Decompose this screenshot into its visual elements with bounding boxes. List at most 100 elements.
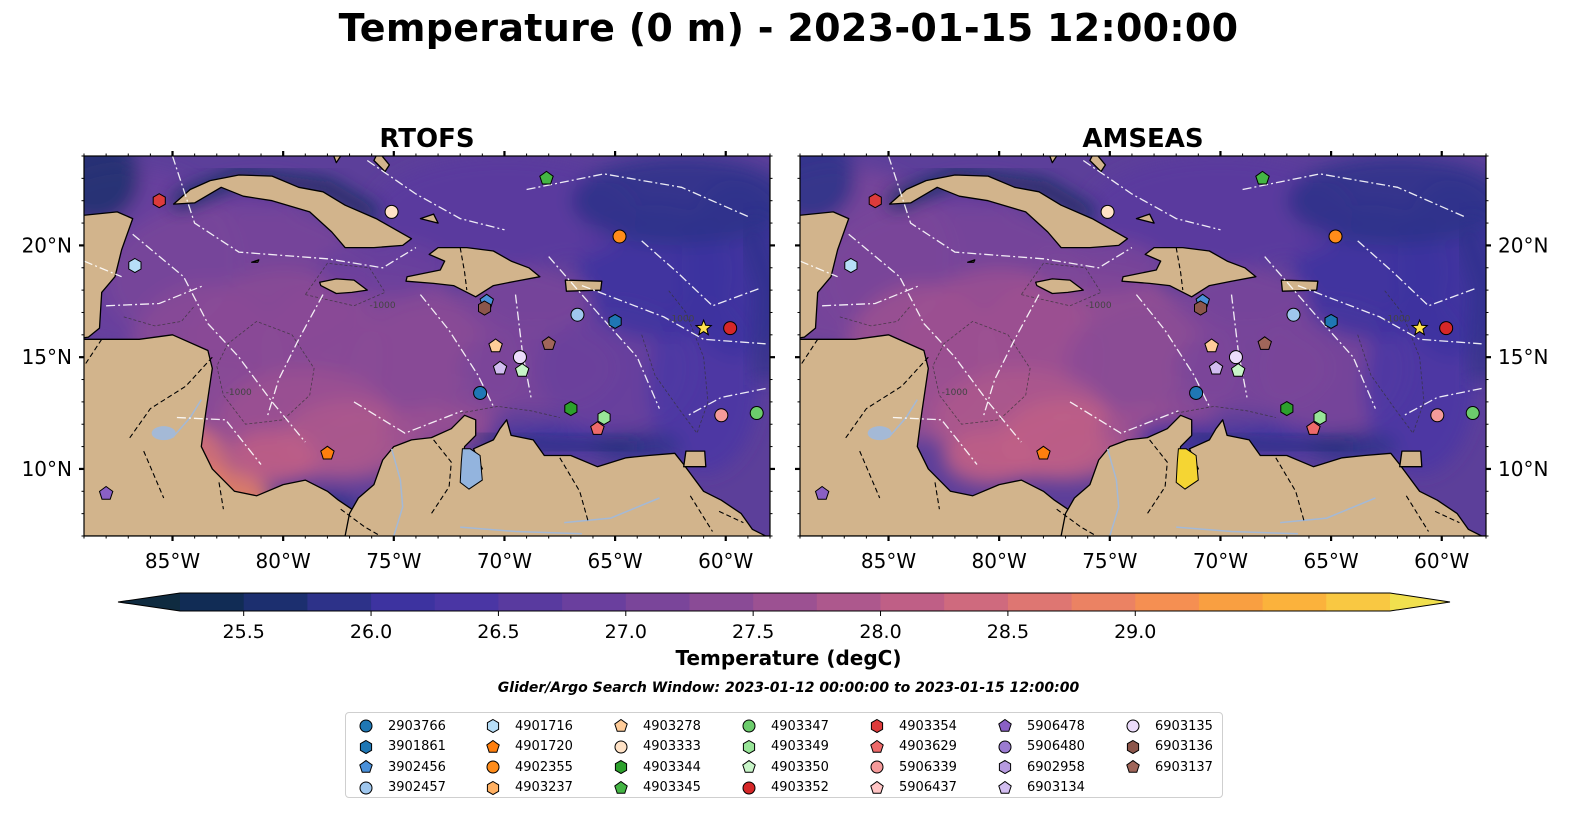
isobath-label: -1000 (1085, 301, 1111, 311)
legend-label: 4903344 (643, 759, 701, 775)
land-south-am (344, 414, 770, 536)
land-trinidad (683, 450, 707, 468)
eez-boundary-line (848, 233, 1022, 443)
colorbar-bin (1326, 593, 1391, 611)
land-south-am (1060, 414, 1486, 536)
legend-label: 5906437 (899, 780, 957, 795)
float-marker (1194, 300, 1208, 316)
land-cayman (967, 259, 976, 263)
eez-boundary-line (800, 260, 838, 278)
eez-boundary-line (983, 294, 1040, 416)
temperature-patch (1065, 301, 1243, 436)
temperature-patch (570, 156, 770, 246)
float-marker (384, 204, 399, 219)
legend-item: 4903349 (741, 737, 829, 757)
lon-tick-label: 70°W (1193, 549, 1248, 573)
float-marker (749, 406, 764, 421)
eez-boundary-line (419, 294, 494, 407)
legend-label: 3902456 (388, 759, 446, 775)
border-line (459, 247, 468, 291)
temperature-patch (1087, 156, 1354, 268)
colorbar-tick-label: 26.0 (350, 621, 392, 643)
map-content-rtofs: -1000 -1000 -1000 (84, 156, 770, 536)
eez-boundary-line (1264, 256, 1376, 409)
eez-boundary-line (171, 156, 417, 269)
map-content-amseas: -1000 -1000 -1000 (800, 156, 1486, 536)
border-line (859, 450, 881, 499)
legend-item: 5906437 (869, 778, 957, 798)
land-bahamas-b (1089, 156, 1107, 173)
temperature-patch (227, 430, 317, 485)
ticks-rtofs: 85°W 80°W 75°W 70°W 65°W 60°W 10°N 15°N 20°N (22, 151, 775, 573)
float-marker (814, 485, 830, 500)
eez-boundary-line (84, 260, 122, 278)
float-marker (541, 336, 556, 350)
legend-item: 6903135 (1125, 716, 1213, 736)
legend-item: 4903333 (613, 737, 701, 757)
legend-item: 4903237 (485, 778, 573, 798)
circle-marker-icon (486, 760, 500, 774)
legend-item: 5906480 (997, 737, 1085, 757)
float-marker (1230, 362, 1246, 377)
isobath-line (216, 320, 315, 425)
eez-boundary-line (887, 156, 1133, 269)
legend-item: 6902958 (997, 757, 1085, 777)
float-marker (1430, 408, 1445, 423)
eez-boundary-line (687, 387, 766, 416)
pentagon-marker-icon (870, 739, 884, 753)
legend-label: 6903134 (1027, 780, 1085, 795)
colorbar-bin (816, 593, 882, 611)
lat-tick-label: 15°N (1498, 345, 1548, 369)
legend-item: 4903345 (613, 778, 701, 798)
temperature-patch (84, 156, 140, 224)
hexagon-marker-icon (1126, 739, 1140, 754)
colorbar-extend-high (1390, 593, 1450, 611)
colorbar-bin (1071, 593, 1136, 611)
float-marker (320, 445, 335, 460)
legend-item: 4902355 (485, 757, 573, 777)
eez-boundary-line (892, 416, 978, 465)
lon-tick-label: 70°W (477, 549, 532, 573)
land-bahamas-b (373, 156, 391, 173)
land-trinidad (1399, 450, 1423, 468)
eez-boundary-line (132, 233, 306, 443)
border-line (934, 482, 940, 510)
legend-item: 3901861 (358, 737, 446, 757)
legend-item: 3902457 (358, 778, 446, 798)
legend: 2903766 3901861 3902456 3902457 4901716 49017… (345, 712, 1223, 798)
colorbar-tick-label: 27.5 (732, 621, 774, 643)
hexagon-marker-icon (359, 739, 373, 754)
colorbar-extend-low (118, 593, 180, 611)
pentagon-marker-icon (614, 780, 628, 794)
border-line (800, 338, 819, 367)
isobath-label: -1000 (1384, 314, 1410, 324)
eez-boundary-line (526, 173, 749, 217)
float-marker (1280, 401, 1294, 417)
map-frame-amseas (799, 155, 1487, 537)
float-marker (1208, 360, 1224, 375)
border-line (1056, 508, 1097, 536)
float-marker (1465, 406, 1480, 421)
lon-tick-label: 75°W (1082, 549, 1137, 573)
float-marker (1306, 421, 1321, 435)
colorbar-tick-label: 25.5 (223, 621, 265, 643)
float-marker (488, 338, 503, 353)
hexagon-marker-icon (486, 718, 500, 734)
colorbar-bin (753, 593, 818, 611)
legend-label: 4903347 (771, 718, 829, 734)
colorbar-bin (307, 593, 372, 611)
legend-item: 6903137 (1125, 757, 1213, 777)
border-line (340, 508, 381, 536)
lat-tick-label: 10°N (1498, 457, 1548, 481)
lon-tick-label: 85°W (861, 549, 916, 573)
float-marker (1257, 336, 1272, 350)
float-marker (868, 193, 882, 209)
legend-label: 4903278 (643, 718, 701, 734)
isobath-line (932, 320, 1031, 425)
border-line (718, 510, 744, 524)
legend-item: 4903344 (613, 757, 701, 777)
lake-maracaibo (1175, 448, 1199, 490)
colorbar-tick-label: 27.0 (605, 621, 647, 643)
temperature-patch (371, 156, 638, 268)
lat-tick-label: 20°N (1498, 233, 1548, 257)
